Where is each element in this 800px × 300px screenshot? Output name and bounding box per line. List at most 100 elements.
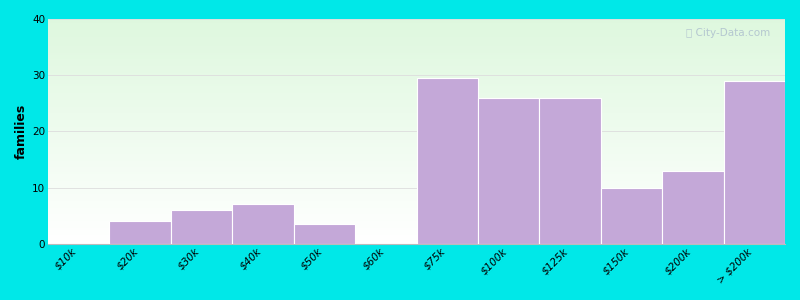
Bar [48, 181, 785, 183]
Bar [48, 142, 785, 145]
Bar [48, 172, 785, 174]
Bar [48, 32, 785, 35]
Bar [48, 66, 785, 68]
Bar [48, 152, 785, 154]
Bar [48, 160, 785, 163]
Bar [48, 39, 785, 41]
Bar [48, 59, 785, 62]
Bar [110, 221, 171, 244]
Bar [48, 242, 785, 244]
Bar [171, 210, 232, 244]
Bar [48, 217, 785, 219]
Bar [48, 100, 785, 102]
Bar [48, 156, 785, 158]
Bar [48, 199, 785, 201]
Bar [48, 26, 785, 28]
Bar [48, 129, 785, 131]
Bar [48, 111, 785, 113]
Bar [48, 37, 785, 39]
Bar [48, 188, 785, 190]
Bar [48, 235, 785, 237]
Bar [48, 147, 785, 149]
Bar [48, 35, 785, 37]
Bar [48, 104, 785, 106]
Bar [48, 50, 785, 53]
Bar [48, 113, 785, 116]
Bar [48, 212, 785, 214]
Bar [232, 204, 294, 244]
Bar [48, 226, 785, 228]
Bar [478, 98, 539, 244]
Bar [48, 196, 785, 199]
Bar [48, 138, 785, 140]
Bar [48, 194, 785, 196]
Bar [48, 228, 785, 230]
Bar [539, 98, 601, 244]
Bar [48, 80, 785, 82]
Bar [48, 116, 785, 118]
Bar [48, 95, 785, 98]
Bar [48, 163, 785, 165]
Bar [48, 75, 785, 77]
Bar [48, 120, 785, 122]
Bar [48, 185, 785, 188]
Bar [48, 140, 785, 142]
Bar [48, 190, 785, 192]
Bar [48, 239, 785, 242]
Bar [48, 21, 785, 23]
Bar [48, 71, 785, 73]
Bar [48, 183, 785, 185]
Text: ⓘ City-Data.com: ⓘ City-Data.com [686, 28, 770, 38]
Bar [48, 64, 785, 66]
Bar [48, 109, 785, 111]
Bar [48, 68, 785, 71]
Bar [48, 203, 785, 206]
Bar [48, 230, 785, 232]
Bar [48, 174, 785, 176]
Bar [48, 158, 785, 160]
Bar [48, 41, 785, 44]
Bar [48, 224, 785, 226]
Bar [48, 192, 785, 194]
Bar [48, 57, 785, 59]
Bar [48, 169, 785, 172]
Bar [48, 28, 785, 30]
Bar [48, 131, 785, 134]
Bar [294, 224, 355, 244]
Bar [48, 62, 785, 64]
Bar [48, 206, 785, 208]
Bar [48, 19, 785, 21]
Bar [48, 167, 785, 169]
Bar [48, 86, 785, 89]
Bar [48, 232, 785, 235]
Bar [48, 118, 785, 120]
Bar [48, 136, 785, 138]
Bar [48, 93, 785, 95]
Y-axis label: families: families [15, 104, 28, 159]
Bar [48, 91, 785, 93]
Bar [48, 122, 785, 124]
Bar [48, 145, 785, 147]
Bar [48, 48, 785, 50]
Bar [48, 23, 785, 26]
Bar [48, 53, 785, 55]
Bar [48, 89, 785, 91]
Bar [48, 210, 785, 212]
Text: White residents in Deemston, PA: White residents in Deemston, PA [286, 0, 514, 1]
Bar [48, 124, 785, 127]
Bar [48, 165, 785, 167]
Bar [48, 134, 785, 136]
Bar [48, 98, 785, 100]
Bar [48, 77, 785, 80]
Bar [48, 44, 785, 46]
Bar [48, 102, 785, 104]
Bar [48, 106, 785, 109]
Bar [48, 73, 785, 75]
Bar [48, 127, 785, 129]
Bar [48, 178, 785, 181]
Bar [48, 82, 785, 84]
Bar [48, 30, 785, 32]
Bar [417, 78, 478, 244]
Bar [723, 81, 785, 244]
Bar [48, 84, 785, 86]
